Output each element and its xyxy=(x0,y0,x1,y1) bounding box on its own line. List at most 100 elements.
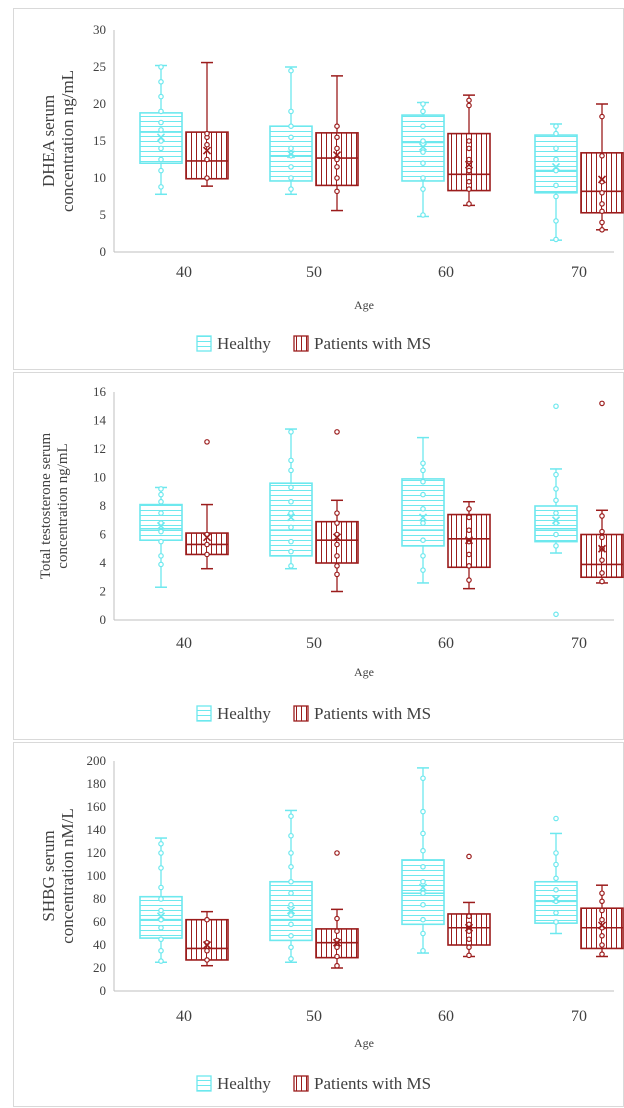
x-tick-label: 40 xyxy=(176,264,192,281)
y-tick-label: 160 xyxy=(87,799,107,814)
data-point xyxy=(599,219,605,226)
data-point xyxy=(466,167,472,174)
data-point xyxy=(158,958,164,964)
data-point xyxy=(466,928,472,935)
data-point xyxy=(334,188,340,195)
data-point xyxy=(420,138,426,144)
legend-healthy-swatch xyxy=(196,335,212,352)
data-point xyxy=(334,123,340,130)
x-tick-label: 70 xyxy=(571,264,587,281)
data-point xyxy=(466,913,472,920)
data-point xyxy=(553,815,559,822)
healthy-box xyxy=(534,403,578,618)
data-point xyxy=(599,916,605,923)
y-tick-label: 6 xyxy=(100,527,107,542)
healthy-box xyxy=(534,815,578,935)
legend-ms-swatch xyxy=(293,1075,309,1092)
data-point xyxy=(599,190,605,196)
data-point xyxy=(420,491,426,498)
data-point xyxy=(599,942,605,948)
data-point xyxy=(599,907,605,914)
ms-box xyxy=(447,853,491,959)
data-point xyxy=(158,561,164,568)
data-point xyxy=(334,850,340,856)
x-tick-label: 70 xyxy=(571,635,587,652)
x-tick-label: 40 xyxy=(176,1008,192,1025)
ms-box xyxy=(447,500,491,590)
data-point xyxy=(599,534,605,541)
data-point xyxy=(553,611,559,618)
data-point xyxy=(288,67,294,74)
data-point xyxy=(599,201,605,207)
data-point xyxy=(288,563,294,569)
y-axis-title: SHBG serumconcentration nM/L xyxy=(39,808,77,944)
y-tick-label: 8 xyxy=(100,498,107,513)
data-point xyxy=(420,930,426,937)
legend-ms-label: Patients with MS xyxy=(314,334,431,353)
data-point xyxy=(553,861,559,868)
data-point xyxy=(420,847,426,854)
x-tick-label: 50 xyxy=(306,264,322,281)
data-point xyxy=(553,167,559,174)
data-point xyxy=(158,64,164,70)
data-point xyxy=(599,933,605,939)
healthy-box xyxy=(401,101,445,218)
x-tick-label: 60 xyxy=(438,264,454,281)
data-point xyxy=(288,850,294,856)
y-tick-label: 60 xyxy=(93,914,106,929)
data-point xyxy=(288,813,294,820)
mean-marker xyxy=(286,513,296,522)
data-point xyxy=(420,506,426,512)
legend-ms-swatch xyxy=(293,335,309,352)
data-point xyxy=(158,491,164,498)
data-point xyxy=(420,108,426,115)
legend: Healthy Patients with MS xyxy=(196,334,431,353)
data-point xyxy=(420,916,426,923)
healthy-box xyxy=(139,64,183,196)
data-point xyxy=(553,543,559,549)
data-point xyxy=(334,510,340,516)
x-tick-label: 70 xyxy=(571,1008,587,1025)
data-point xyxy=(204,130,210,137)
x-tick-label: 50 xyxy=(306,635,322,652)
y-tick-label: 30 xyxy=(93,22,106,37)
data-point xyxy=(599,570,605,576)
data-point xyxy=(334,962,340,969)
mean-marker xyxy=(418,142,428,151)
y-axis-title: DHEA serumconcentration ng/mL xyxy=(39,70,77,212)
data-point xyxy=(553,218,559,224)
data-point xyxy=(553,531,559,538)
data-point xyxy=(288,956,294,962)
data-point xyxy=(158,108,164,115)
data-point xyxy=(204,916,210,923)
data-point xyxy=(553,403,559,410)
data-point xyxy=(158,156,164,163)
mean-marker xyxy=(156,133,166,142)
data-point xyxy=(553,182,559,189)
data-point xyxy=(420,947,426,954)
data-point xyxy=(599,890,605,897)
y-axis-title: Total testosterone serumconcentration ng… xyxy=(38,432,71,579)
ms-box xyxy=(447,94,491,207)
dhea-chart-panel: 0 5 10 15 20 25 30 40 50 60 70 DHEA serumconcentrat… xyxy=(13,8,624,370)
data-point xyxy=(204,947,210,954)
data-point xyxy=(204,141,210,148)
data-point xyxy=(288,484,294,491)
data-point xyxy=(288,933,294,939)
mean-marker xyxy=(332,150,342,160)
mean-marker xyxy=(202,146,212,155)
data-point xyxy=(599,951,605,958)
chart-svg: 0 2 4 6 8 10 12 14 16 40 50 60 70 Total testosterone … xyxy=(38,384,624,723)
y-tick-label: 10 xyxy=(93,170,106,185)
data-point xyxy=(334,571,340,578)
data-point xyxy=(466,97,472,104)
data-point xyxy=(288,864,294,870)
data-point xyxy=(466,944,472,951)
data-point xyxy=(466,145,472,152)
mean-marker xyxy=(418,883,428,892)
data-point xyxy=(204,541,210,548)
legend: Healthy Patients with MS xyxy=(196,1074,431,1093)
data-point xyxy=(599,400,605,407)
y-tick-label: 14 xyxy=(93,413,107,428)
data-point xyxy=(553,497,559,504)
